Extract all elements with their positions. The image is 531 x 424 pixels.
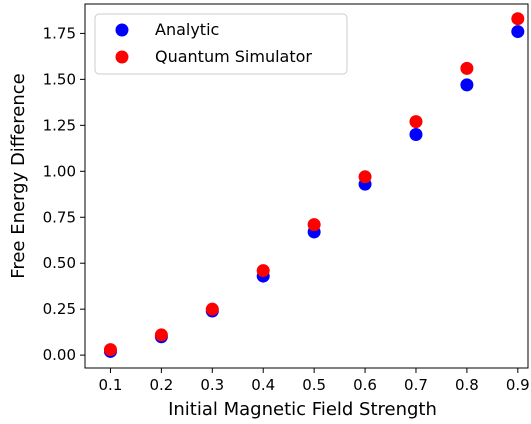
x-tick-label: 0.2: [149, 376, 173, 394]
legend: Analytic Quantum Simulator: [94, 13, 348, 75]
data-point-quantum-simulator: [205, 302, 219, 316]
data-point-quantum-simulator: [358, 170, 372, 184]
data-point-quantum-simulator: [154, 328, 168, 342]
data-point-quantum-simulator: [103, 343, 117, 357]
y-tick-label: 0.50: [43, 254, 76, 272]
y-tick-label: 1.25: [43, 116, 76, 134]
x-axis-label: Initial Magnetic Field Strength: [168, 399, 437, 420]
x-tick-label: 0.3: [200, 376, 224, 394]
x-tick-label: 0.9: [506, 376, 530, 394]
data-point-analytic: [409, 128, 423, 142]
data-point-quantum-simulator: [511, 12, 525, 26]
x-tick-label: 0.6: [353, 376, 377, 394]
plot-area: [103, 12, 525, 358]
data-point-quantum-simulator: [256, 264, 270, 278]
legend-label-analytic: Analytic: [155, 20, 219, 39]
data-point-quantum-simulator: [460, 61, 474, 75]
y-tick-label: 1.00: [43, 162, 76, 180]
data-point-quantum-simulator: [307, 218, 321, 232]
y-tick-label: 0.25: [43, 300, 76, 318]
axes-ticks: 0.1 0.2 0.3 0.4 0.5 0.6 0.7 0.8 0.9 0.00 0.25 0.50 0…: [43, 24, 530, 394]
legend-marker-quantum-simulator: [115, 50, 129, 64]
y-tick-label: 0.75: [43, 208, 76, 226]
x-tick-label: 0.8: [455, 376, 479, 394]
x-tick-label: 0.4: [251, 376, 275, 394]
y-axis-label: Free Energy Difference: [8, 73, 29, 278]
x-tick-label: 0.5: [302, 376, 326, 394]
x-tick-label: 0.7: [404, 376, 428, 394]
x-tick-label: 0.1: [99, 376, 123, 394]
axes-frame: [84, 3, 529, 369]
data-point-analytic: [460, 78, 474, 92]
y-tick-label: 1.50: [43, 70, 76, 88]
data-point-quantum-simulator: [409, 115, 423, 129]
y-tick-label: 0.00: [43, 346, 76, 364]
legend-label-quantum-simulator: Quantum Simulator: [155, 47, 312, 66]
data-point-analytic: [511, 25, 525, 39]
y-tick-label: 1.75: [43, 24, 76, 42]
legend-box: [94, 13, 348, 75]
legend-marker-analytic: [115, 23, 129, 37]
